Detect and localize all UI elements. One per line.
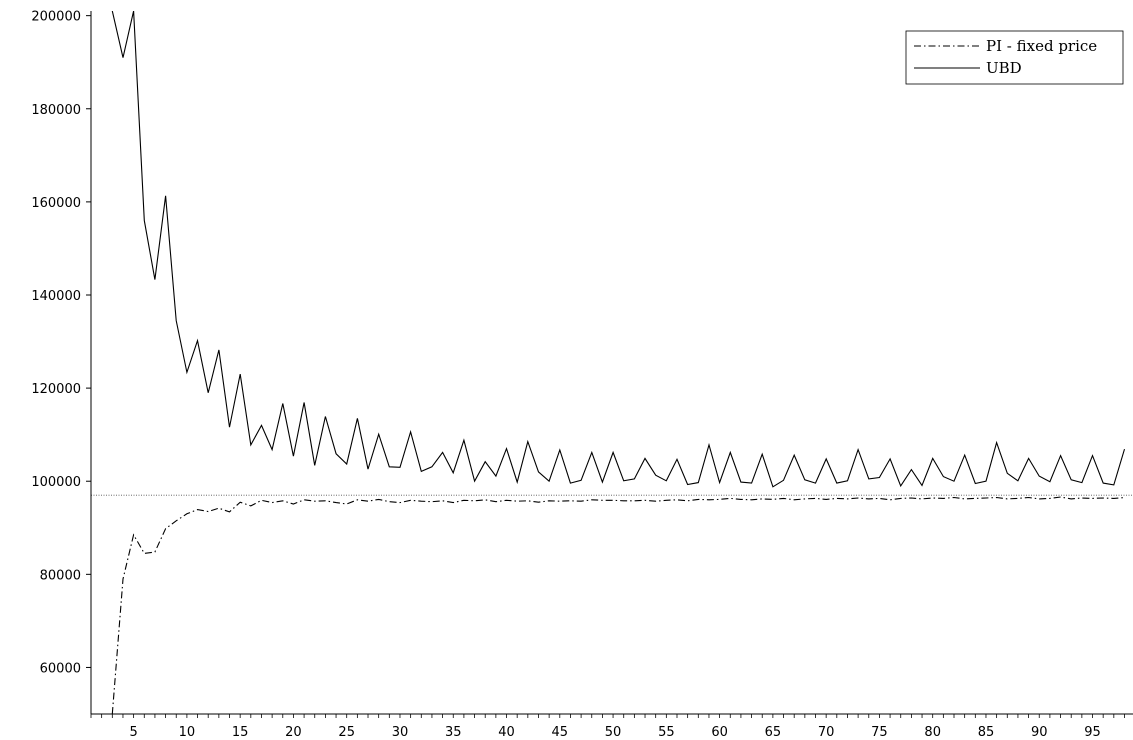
x-tick-label: 30 xyxy=(392,725,409,740)
y-tick-label: 160000 xyxy=(31,196,81,211)
y-tick-label: 140000 xyxy=(31,289,81,304)
x-tick-label: 55 xyxy=(658,725,675,740)
x-tick-label: 95 xyxy=(1084,725,1101,740)
y-tick-label: 60000 xyxy=(40,661,81,676)
x-tick-label: 85 xyxy=(978,725,995,740)
x-tick-label: 10 xyxy=(179,725,196,740)
series-layer xyxy=(111,11,1126,714)
legend-box xyxy=(905,30,1124,85)
x-tick-label: 90 xyxy=(1031,725,1048,740)
series-line-ubd xyxy=(111,11,1126,488)
x-tick-label: 60 xyxy=(711,725,728,740)
x-tick-label: 40 xyxy=(498,725,515,740)
x-tick-label: 65 xyxy=(765,725,782,740)
x-tick-label: 75 xyxy=(871,725,888,740)
legend-label-ubd: UBD xyxy=(986,59,1022,77)
axes-layer: 60000 80000 100000 120000 140000 160000 180000… xyxy=(31,10,1133,740)
legend-label-pi-fixed-price: PI - fixed price xyxy=(986,37,1097,55)
x-tick-label: 5 xyxy=(129,725,137,740)
series-line-pi-fixed-price xyxy=(111,496,1125,714)
y-tick-label: 180000 xyxy=(31,103,81,118)
y-tick-label: 100000 xyxy=(31,475,81,490)
x-tick-label: 70 xyxy=(818,725,835,740)
x-tick-label: 50 xyxy=(605,725,622,740)
x-tick-label: 20 xyxy=(285,725,302,740)
x-tick-label: 45 xyxy=(552,725,569,740)
legend: PI - fixed price UBD xyxy=(905,30,1124,85)
y-tick-label: 120000 xyxy=(31,382,81,397)
y-tick-label: 80000 xyxy=(40,568,81,583)
x-tick-label: 80 xyxy=(924,725,941,740)
x-tick-label: 15 xyxy=(232,725,249,740)
x-tick-label: 35 xyxy=(445,725,462,740)
x-tick-label: 25 xyxy=(338,725,355,740)
y-tick-label: 200000 xyxy=(31,10,81,25)
